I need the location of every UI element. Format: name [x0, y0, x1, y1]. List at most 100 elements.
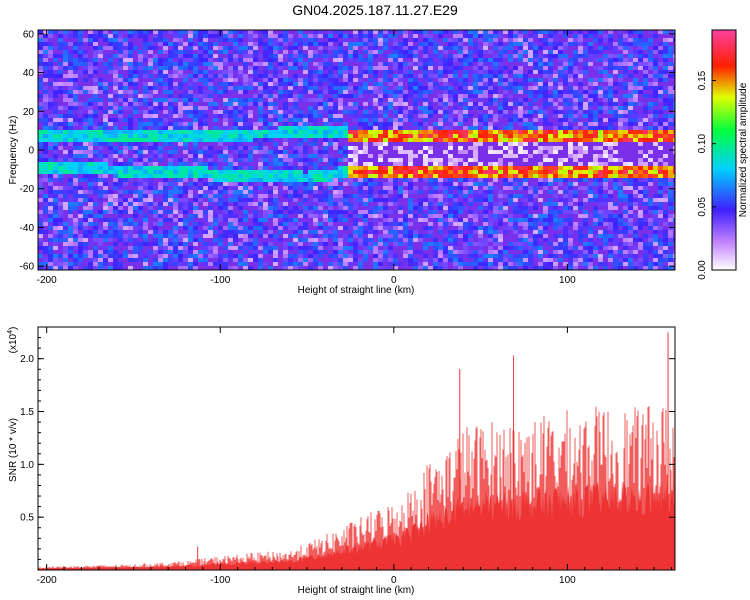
heatmap-cell	[323, 166, 328, 170]
heatmap-cell	[243, 158, 248, 162]
heatmap-cell	[73, 234, 78, 238]
heatmap-cell	[108, 82, 113, 86]
heatmap-cell	[388, 98, 393, 102]
heatmap-cell	[338, 114, 343, 118]
heatmap-cell	[318, 186, 323, 190]
heatmap-cell	[383, 186, 388, 190]
heatmap-cell	[283, 262, 288, 266]
heatmap-cell	[413, 174, 418, 178]
heatmap-cell	[358, 198, 363, 202]
heatmap-cell	[143, 54, 148, 58]
heatmap-cell	[58, 258, 63, 262]
heatmap-cell	[258, 234, 263, 238]
heatmap-cell	[493, 214, 498, 218]
heatmap-cell	[538, 34, 543, 38]
heatmap-cell	[453, 170, 458, 174]
heatmap-cell	[433, 162, 438, 166]
heatmap-cell	[393, 146, 398, 150]
heatmap-cell	[68, 102, 73, 106]
heatmap-cell	[378, 262, 383, 266]
heatmap-cell	[298, 62, 303, 66]
heatmap-cell	[403, 250, 408, 254]
heatmap-cell	[388, 222, 393, 226]
heatmap-cell	[113, 250, 118, 254]
heatmap-cell	[408, 174, 413, 178]
heatmap-cell	[148, 154, 153, 158]
heatmap-cell	[288, 198, 293, 202]
heatmap-cell	[428, 182, 433, 186]
heatmap-cell	[383, 78, 388, 82]
heatmap-cell	[88, 242, 93, 246]
heatmap-cell	[173, 86, 178, 90]
heatmap-cell	[68, 142, 73, 146]
heatmap-cell	[318, 202, 323, 206]
heatmap-cell	[463, 58, 468, 62]
heatmap-cell	[468, 54, 473, 58]
heatmap-cell	[63, 74, 68, 78]
heatmap-cell	[273, 238, 278, 242]
heatmap-cell	[453, 118, 458, 122]
heatmap-cell	[508, 186, 513, 190]
heatmap-cell	[83, 178, 88, 182]
heatmap-cell	[273, 78, 278, 82]
heatmap-cell	[108, 250, 113, 254]
heatmap-cell	[133, 162, 138, 166]
heatmap-cell	[178, 70, 183, 74]
heatmap-cell	[258, 42, 263, 46]
heatmap-cell	[148, 122, 153, 126]
heatmap-cell	[383, 242, 388, 246]
heatmap-cell	[453, 134, 458, 138]
heatmap-cell	[273, 262, 278, 266]
heatmap-cell	[208, 46, 213, 50]
heatmap-cell	[283, 194, 288, 198]
heatmap-cell	[393, 234, 398, 238]
heatmap-cell	[113, 178, 118, 182]
heatmap-cell	[343, 122, 348, 126]
heatmap-cell	[563, 102, 568, 106]
heatmap-cell	[518, 30, 523, 34]
heatmap-cell	[533, 34, 538, 38]
heatmap-cell	[118, 130, 123, 134]
heatmap-cell	[93, 234, 98, 238]
heatmap-cell	[83, 102, 88, 106]
heatmap-cell	[488, 250, 493, 254]
heatmap-cell	[348, 94, 353, 98]
heatmap-cell	[463, 82, 468, 86]
heatmap-cell	[298, 90, 303, 94]
heatmap-cell	[333, 262, 338, 266]
heatmap-cell	[118, 98, 123, 102]
heatmap-cell	[173, 222, 178, 226]
heatmap-cell	[203, 54, 208, 58]
heatmap-cell	[53, 106, 58, 110]
heatmap-cell	[263, 158, 268, 162]
heatmap-cell	[113, 130, 118, 134]
heatmap-cell	[193, 86, 198, 90]
heatmap-cell	[243, 230, 248, 234]
heatmap-cell	[343, 130, 348, 134]
heatmap-cell	[213, 42, 218, 46]
heatmap-cell	[533, 70, 538, 74]
heatmap-cell	[68, 50, 73, 54]
heatmap-cell	[408, 162, 413, 166]
heatmap-cell	[548, 38, 553, 42]
heatmap-cell	[418, 74, 423, 78]
heatmap-cell	[483, 114, 488, 118]
heatmap-cell	[193, 230, 198, 234]
heatmap-cell	[378, 166, 383, 170]
heatmap-cell	[363, 34, 368, 38]
heatmap-cell	[248, 186, 253, 190]
heatmap-cell	[303, 254, 308, 258]
heatmap-cell	[433, 54, 438, 58]
heatmap-cell	[78, 50, 83, 54]
heatmap-cell	[523, 74, 528, 78]
heatmap-cell	[288, 46, 293, 50]
heatmap-cell	[133, 246, 138, 250]
heatmap-cell	[378, 102, 383, 106]
heatmap-cell	[423, 38, 428, 42]
heatmap-cell	[408, 202, 413, 206]
heatmap-cell	[63, 34, 68, 38]
heatmap-cell	[243, 82, 248, 86]
heatmap-cell	[208, 214, 213, 218]
heatmap-cell	[458, 194, 463, 198]
heatmap-cell	[263, 154, 268, 158]
